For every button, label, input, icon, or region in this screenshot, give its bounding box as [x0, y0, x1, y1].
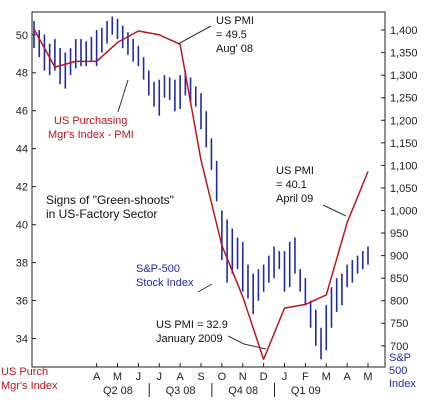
right-tick-label: 700 [390, 341, 408, 353]
right-tick-label: 1,150 [390, 138, 418, 150]
left-tick-label: 42 [16, 182, 28, 194]
x-tick-label: J [282, 371, 288, 383]
right-tick-label: 1,000 [390, 205, 418, 217]
right-tick-label: 900 [390, 251, 408, 263]
left-tick-label: 44 [16, 144, 28, 156]
annotation-leader-line [322, 204, 347, 217]
right-tick-label: 1,350 [390, 48, 418, 60]
right-tick-label: 1,050 [390, 183, 418, 195]
x-tick-label: S [197, 371, 204, 383]
right-tick-label: 1,200 [390, 115, 418, 127]
right-tick-label: 1,250 [390, 93, 418, 105]
pmi-line [33, 28, 369, 361]
x-tick-label: D [260, 371, 268, 383]
left-tick-label: 40 [16, 220, 28, 232]
x-tick-label: A [93, 371, 101, 383]
sp500-series [33, 16, 369, 360]
right-tick-label: 1,400 [390, 25, 418, 37]
right-axis: 700 750 800 850 900 950 1,000 1,050 1,100 1,150 1,… [381, 25, 418, 353]
x-tick-label: A [176, 371, 184, 383]
quarter-label: Q2 08 [103, 385, 133, 397]
x-tick-label: O [218, 371, 227, 383]
annotation-pmi-apr09: US PMI = 40.1 April 09 [276, 165, 317, 205]
right-tick-label: 950 [390, 228, 408, 240]
right-tick-label: 1,100 [390, 160, 418, 172]
left-tick-label: 50 [16, 30, 28, 42]
quarter-label: Q3 08 [166, 385, 196, 397]
right-tick-label: 850 [390, 273, 408, 285]
left-tick-label: 38 [16, 258, 28, 270]
annotation-pmi-aug08: US PMI = 49.5 Aug' 08 [216, 15, 257, 55]
left-tick-label: 36 [16, 296, 28, 308]
annotation-headline: Signs of "Green-shoots" in US-Factory Se… [46, 193, 177, 221]
right-axis-title: S&P 500 Index [389, 352, 416, 390]
annotation-pmi-jan09: US PMI = 32.9 January 2009 [156, 319, 231, 345]
x-tick-label: J [136, 371, 142, 383]
left-axis-title: US Purch Mgr's Index [1, 366, 58, 392]
x-tick-label: M [363, 371, 372, 383]
right-tick-label: 800 [390, 296, 408, 308]
right-tick-label: 750 [390, 318, 408, 330]
annotation-pmi-label: US Purchasing Mgr's Index - PMI [48, 115, 134, 141]
x-tick-label: M [113, 371, 122, 383]
x-axis: A M J J A S O N D J F M A MQ2 08 Q3 08 Q4 08 Q1 09 [93, 363, 373, 397]
annotation-leaders [117, 25, 347, 350]
annotation-sp-label: S&P-500 Stock Index [136, 263, 194, 289]
pmi-series [33, 28, 369, 361]
plot-frame [31, 11, 386, 368]
left-axis: 34 36 38 40 42 44 46 48 50 [16, 30, 36, 346]
left-tick-label: 34 [16, 334, 28, 346]
left-tick-label: 46 [16, 106, 28, 118]
annotation-leader-line [117, 79, 129, 113]
x-tick-label: A [343, 371, 351, 383]
x-tick-label: N [239, 371, 247, 383]
x-tick-label: J [157, 371, 163, 383]
x-tick-label: M [322, 371, 331, 383]
annotation-leader-line [177, 25, 212, 45]
right-tick-label: 1,300 [390, 70, 418, 82]
quarter-label: Q1 09 [291, 385, 321, 397]
left-tick-label: 48 [16, 68, 28, 80]
quarter-label: Q4 08 [228, 385, 258, 397]
annotation-leader-line [227, 335, 267, 350]
annotation-leader-line [197, 283, 213, 293]
x-tick-label: F [302, 371, 309, 383]
